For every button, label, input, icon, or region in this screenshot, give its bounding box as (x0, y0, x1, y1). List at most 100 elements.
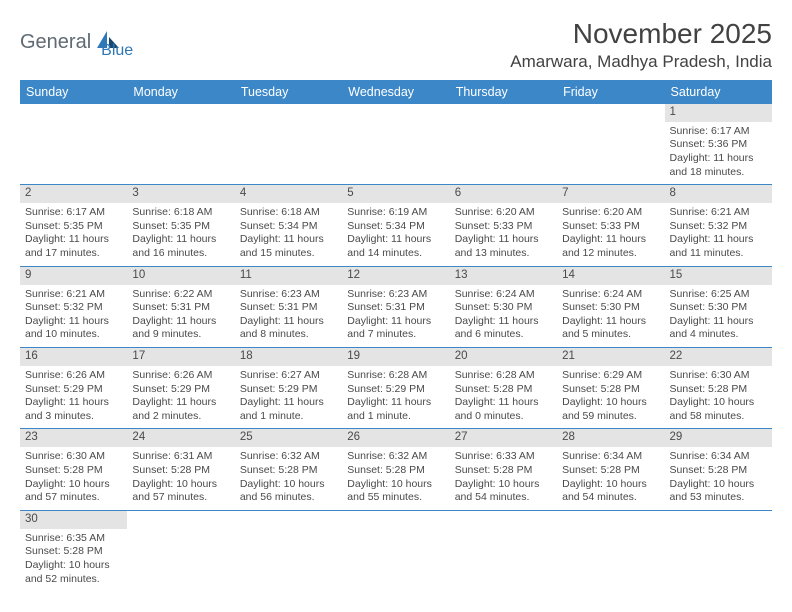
sunrise-text: Sunrise: 6:34 AM (562, 450, 659, 464)
calendar-cell (450, 104, 557, 185)
sunrise-text: Sunrise: 6:29 AM (562, 369, 659, 383)
daylight-text-2: and 1 minute. (347, 410, 444, 424)
calendar-cell (235, 104, 342, 185)
daylight-text-2: and 59 minutes. (562, 410, 659, 424)
daylight-text-2: and 54 minutes. (562, 491, 659, 505)
day-number: 7 (557, 185, 664, 203)
daylight-text: Daylight: 11 hours (132, 233, 229, 247)
calendar-week-row: 1Sunrise: 6:17 AMSunset: 5:36 PMDaylight… (20, 104, 772, 185)
day-number: 9 (20, 267, 127, 285)
day-details: Sunrise: 6:17 AMSunset: 5:35 PMDaylight:… (20, 203, 127, 266)
logo: General Blue (20, 24, 133, 60)
calendar-cell: 8Sunrise: 6:21 AMSunset: 5:32 PMDaylight… (665, 185, 772, 266)
daylight-text: Daylight: 11 hours (455, 315, 552, 329)
calendar-cell: 27 Sunrise: 6:33 AMSunset: 5:28 PMDayligh… (450, 429, 557, 510)
day-details: Sunrise: 6:26 AMSunset: 5:29 PMDaylight:… (127, 366, 234, 429)
day-number: 25 (235, 429, 342, 447)
sunrise-text: Sunrise: 6:20 AM (455, 206, 552, 220)
day-number: 19 (342, 348, 449, 366)
daylight-text-2: and 4 minutes. (670, 328, 767, 342)
daylight-text: Daylight: 10 hours (455, 478, 552, 492)
daylight-text: Daylight: 10 hours (562, 478, 659, 492)
daylight-text-2: and 13 minutes. (455, 247, 552, 261)
day-details: Sunrise: 6:35 AMSunset: 5:28 PMDaylight:… (20, 529, 127, 592)
daylight-text-2: and 12 minutes. (562, 247, 659, 261)
daylight-text: Daylight: 10 hours (25, 478, 122, 492)
calendar-cell (127, 510, 234, 591)
calendar-week-row: 16Sunrise: 6:26 AMSunset: 5:29 PMDayligh… (20, 348, 772, 429)
sunset-text: Sunset: 5:35 PM (25, 220, 122, 234)
sunrise-text: Sunrise: 6:23 AM (240, 288, 337, 302)
calendar-cell: 14Sunrise: 6:24 AMSunset: 5:30 PMDayligh… (557, 266, 664, 347)
calendar-cell: 6Sunrise: 6:20 AMSunset: 5:33 PMDaylight… (450, 185, 557, 266)
sunrise-text: Sunrise: 6:17 AM (25, 206, 122, 220)
day-details: Sunrise: 6:21 AMSunset: 5:32 PMDaylight:… (20, 285, 127, 348)
sunrise-text: Sunrise: 6:26 AM (132, 369, 229, 383)
sunrise-text: Sunrise: 6:28 AM (455, 369, 552, 383)
calendar-cell (665, 510, 772, 591)
day-number: 22 (665, 348, 772, 366)
calendar-cell: 10Sunrise: 6:22 AMSunset: 5:31 PMDayligh… (127, 266, 234, 347)
day-details: Sunrise: 6:28 AMSunset: 5:28 PMDaylight:… (450, 366, 557, 429)
calendar-cell: 20Sunrise: 6:28 AMSunset: 5:28 PMDayligh… (450, 348, 557, 429)
day-details: Sunrise: 6:18 AMSunset: 5:35 PMDaylight:… (127, 203, 234, 266)
daylight-text-2: and 15 minutes. (240, 247, 337, 261)
daylight-text-2: and 57 minutes. (25, 491, 122, 505)
sunset-text: Sunset: 5:31 PM (240, 301, 337, 315)
day-details: Sunrise: 6:29 AMSunset: 5:28 PMDaylight:… (557, 366, 664, 429)
sunset-text: Sunset: 5:28 PM (562, 383, 659, 397)
day-details: Sunrise: 6:30 AMSunset: 5:28 PMDaylight:… (20, 447, 127, 510)
weekday-header: Saturday (665, 80, 772, 104)
day-number: 20 (450, 348, 557, 366)
day-details: Sunrise: 6:31 AMSunset: 5:28 PMDaylight:… (127, 447, 234, 510)
daylight-text: Daylight: 11 hours (25, 396, 122, 410)
daylight-text-2: and 52 minutes. (25, 573, 122, 587)
daylight-text: Daylight: 11 hours (132, 315, 229, 329)
day-details: Sunrise: 6:18 AMSunset: 5:34 PMDaylight:… (235, 203, 342, 266)
calendar-cell (20, 104, 127, 185)
day-details: Sunrise: 6:26 AMSunset: 5:29 PMDaylight:… (20, 366, 127, 429)
sunrise-text: Sunrise: 6:33 AM (455, 450, 552, 464)
day-number: 12 (342, 267, 449, 285)
day-details: Sunrise: 6:21 AMSunset: 5:32 PMDaylight:… (665, 203, 772, 266)
logo-text-general: General (20, 31, 91, 54)
day-number: 29 (665, 429, 772, 447)
sunrise-text: Sunrise: 6:21 AM (25, 288, 122, 302)
sunset-text: Sunset: 5:28 PM (25, 464, 122, 478)
daylight-text-2: and 57 minutes. (132, 491, 229, 505)
weekday-header: Monday (127, 80, 234, 104)
sunset-text: Sunset: 5:28 PM (455, 464, 552, 478)
sunset-text: Sunset: 5:30 PM (670, 301, 767, 315)
daylight-text-2: and 9 minutes. (132, 328, 229, 342)
daylight-text: Daylight: 11 hours (25, 233, 122, 247)
sunset-text: Sunset: 5:29 PM (25, 383, 122, 397)
daylight-text-2: and 10 minutes. (25, 328, 122, 342)
day-details: Sunrise: 6:24 AMSunset: 5:30 PMDaylight:… (450, 285, 557, 348)
sunrise-text: Sunrise: 6:19 AM (347, 206, 444, 220)
day-number: 15 (665, 267, 772, 285)
day-details: Sunrise: 6:25 AMSunset: 5:30 PMDaylight:… (665, 285, 772, 348)
calendar-cell: 26Sunrise: 6:32 AMSunset: 5:28 PMDayligh… (342, 429, 449, 510)
calendar-cell: 30Sunrise: 6:35 AMSunset: 5:28 PMDayligh… (20, 510, 127, 591)
sunset-text: Sunset: 5:31 PM (347, 301, 444, 315)
day-details: Sunrise: 6:22 AMSunset: 5:31 PMDaylight:… (127, 285, 234, 348)
day-number: 27 (450, 429, 557, 447)
calendar-cell (127, 104, 234, 185)
day-number: 14 (557, 267, 664, 285)
daylight-text-2: and 1 minute. (240, 410, 337, 424)
calendar-cell: 17Sunrise: 6:26 AMSunset: 5:29 PMDayligh… (127, 348, 234, 429)
day-details: Sunrise: 6:28 AMSunset: 5:29 PMDaylight:… (342, 366, 449, 429)
sunset-text: Sunset: 5:28 PM (670, 383, 767, 397)
sunset-text: Sunset: 5:28 PM (240, 464, 337, 478)
day-number: 23 (20, 429, 127, 447)
daylight-text: Daylight: 10 hours (670, 396, 767, 410)
calendar-cell: 1Sunrise: 6:17 AMSunset: 5:36 PMDaylight… (665, 104, 772, 185)
day-number: 26 (342, 429, 449, 447)
day-number: 3 (127, 185, 234, 203)
calendar-week-row: 23Sunrise: 6:30 AMSunset: 5:28 PMDayligh… (20, 429, 772, 510)
day-number: 6 (450, 185, 557, 203)
calendar-cell: 5Sunrise: 6:19 AMSunset: 5:34 PMDaylight… (342, 185, 449, 266)
daylight-text: Daylight: 11 hours (455, 233, 552, 247)
daylight-text: Daylight: 10 hours (670, 478, 767, 492)
sunrise-text: Sunrise: 6:35 AM (25, 532, 122, 546)
